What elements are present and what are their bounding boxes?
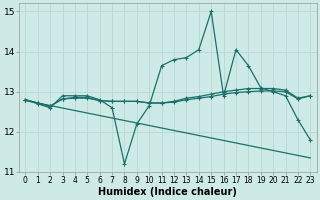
X-axis label: Humidex (Indice chaleur): Humidex (Indice chaleur) [98, 187, 237, 197]
